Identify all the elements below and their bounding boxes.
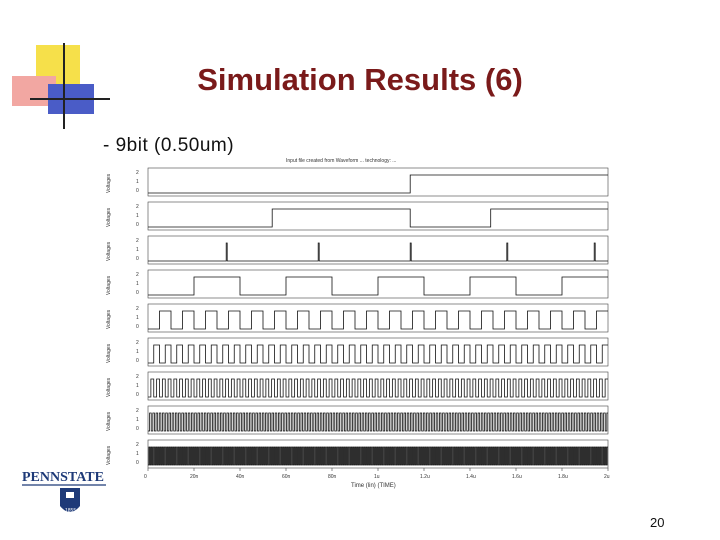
waveform-panel: Voltages 2 1 0 bbox=[106, 201, 609, 231]
x-tick-label: 0 bbox=[144, 474, 147, 480]
y-tick-label: 0 bbox=[136, 358, 139, 364]
waveform-trace bbox=[148, 242, 608, 262]
x-tick-label: 1.6u bbox=[512, 474, 522, 480]
y-tick-label: 2 bbox=[136, 408, 139, 414]
svg-text:PENNSTATE: PENNSTATE bbox=[22, 470, 104, 485]
waveform-panel: Voltages 2 1 0 bbox=[106, 405, 609, 435]
y-tick-label: 2 bbox=[136, 340, 139, 346]
y-tick-label: 0 bbox=[136, 188, 139, 194]
y-tick-label: 1 bbox=[136, 213, 139, 219]
waveform-panel: Voltages 2 1 0 bbox=[106, 235, 609, 265]
panel-frame bbox=[147, 303, 609, 333]
y-axis-label: Voltages bbox=[106, 343, 112, 363]
waveform-panel: Voltages 2 1 0 bbox=[106, 303, 609, 333]
slide-subtitle: - 9bit (0.50um) bbox=[103, 135, 235, 156]
x-tick-label: 1u bbox=[374, 474, 380, 480]
y-tick-label: 2 bbox=[136, 170, 139, 176]
y-tick-label: 1 bbox=[136, 383, 139, 389]
y-axis-label: Voltages bbox=[106, 411, 112, 431]
panel-frame bbox=[147, 337, 609, 367]
y-tick-label: 0 bbox=[136, 460, 139, 466]
decor-horizontal-line bbox=[30, 98, 110, 100]
waveform-trace bbox=[148, 310, 608, 330]
x-tick-label: 1.4u bbox=[466, 474, 476, 480]
x-tick-label: 80n bbox=[328, 474, 337, 480]
panel-frame bbox=[147, 269, 609, 299]
x-axis-label: Time (lin) (TIME) bbox=[351, 483, 396, 489]
x-axis-ticks: 0 20n 40n 60n 80n 1u 1.2u 1.4u 1.6u 1.8u 2u bbox=[144, 468, 610, 480]
svg-text:1855: 1855 bbox=[65, 508, 76, 514]
y-axis-label: Voltages bbox=[106, 207, 112, 227]
y-tick-label: 1 bbox=[136, 281, 139, 287]
y-axis-label: Voltages bbox=[106, 173, 112, 193]
x-tick-label: 1.8u bbox=[558, 474, 568, 480]
y-axis-label: Voltages bbox=[106, 241, 112, 261]
slide-title: Simulation Results (6) bbox=[197, 62, 523, 97]
panel-frame bbox=[147, 371, 609, 401]
waveform-panel: Voltages 2 1 0 bbox=[106, 337, 609, 367]
y-tick-label: 0 bbox=[136, 290, 139, 296]
y-tick-label: 1 bbox=[136, 349, 139, 355]
waveform-trace bbox=[148, 174, 608, 194]
waveform-panel: Voltages 2 1 0 bbox=[106, 439, 609, 469]
y-tick-label: 2 bbox=[136, 204, 139, 210]
y-tick-label: 1 bbox=[136, 315, 139, 321]
waveform-trace bbox=[148, 344, 608, 364]
waveform-trace bbox=[148, 208, 608, 228]
y-axis-label: Voltages bbox=[106, 377, 112, 397]
panel-frame bbox=[147, 235, 609, 265]
y-tick-label: 1 bbox=[136, 417, 139, 423]
y-tick-label: 0 bbox=[136, 392, 139, 398]
panel-frame bbox=[147, 405, 609, 435]
y-tick-label: 1 bbox=[136, 179, 139, 185]
chart-title: Input file created from Waveform ... tec… bbox=[286, 158, 396, 164]
waveform-panel: Voltages 2 1 0 bbox=[106, 167, 609, 197]
x-tick-label: 60n bbox=[282, 474, 291, 480]
waveform-panels: Voltages210Voltages210Voltages210Voltage… bbox=[106, 167, 609, 469]
waveform-panel: Voltages 2 1 0 bbox=[106, 371, 609, 401]
panel-frame bbox=[147, 167, 609, 197]
pennstate-logo: PENNSTATE 1855 bbox=[20, 468, 110, 528]
y-tick-label: 1 bbox=[136, 247, 139, 253]
page-number: 20 bbox=[650, 515, 665, 530]
waveform-panel: Voltages 2 1 0 bbox=[106, 269, 609, 299]
y-tick-label: 1 bbox=[136, 451, 139, 457]
x-tick-label: 40n bbox=[236, 474, 245, 480]
x-tick-label: 1.2u bbox=[420, 474, 430, 480]
pennstate-logo-icon: PENNSTATE 1855 bbox=[22, 470, 106, 514]
y-tick-label: 0 bbox=[136, 426, 139, 432]
y-tick-label: 2 bbox=[136, 238, 139, 244]
y-tick-label: 2 bbox=[136, 442, 139, 448]
y-axis-label: Voltages bbox=[106, 275, 112, 295]
waveform-trace bbox=[148, 412, 608, 432]
y-axis-label: Voltages bbox=[106, 445, 112, 465]
panel-frame bbox=[147, 201, 609, 231]
y-axis-label: Voltages bbox=[106, 309, 112, 329]
waveform-trace bbox=[148, 276, 608, 296]
x-tick-label: 2u bbox=[604, 474, 610, 480]
y-tick-label: 2 bbox=[136, 272, 139, 278]
waveform-chart: Input file created from Waveform ... tec… bbox=[106, 158, 610, 489]
decor-vertical-line bbox=[63, 43, 65, 129]
y-tick-label: 0 bbox=[136, 324, 139, 330]
y-tick-label: 0 bbox=[136, 222, 139, 228]
y-tick-label: 2 bbox=[136, 306, 139, 312]
y-tick-label: 0 bbox=[136, 256, 139, 262]
y-tick-label: 2 bbox=[136, 374, 139, 380]
x-tick-label: 20n bbox=[190, 474, 199, 480]
waveform-trace bbox=[148, 446, 608, 466]
waveform-trace bbox=[148, 378, 608, 398]
